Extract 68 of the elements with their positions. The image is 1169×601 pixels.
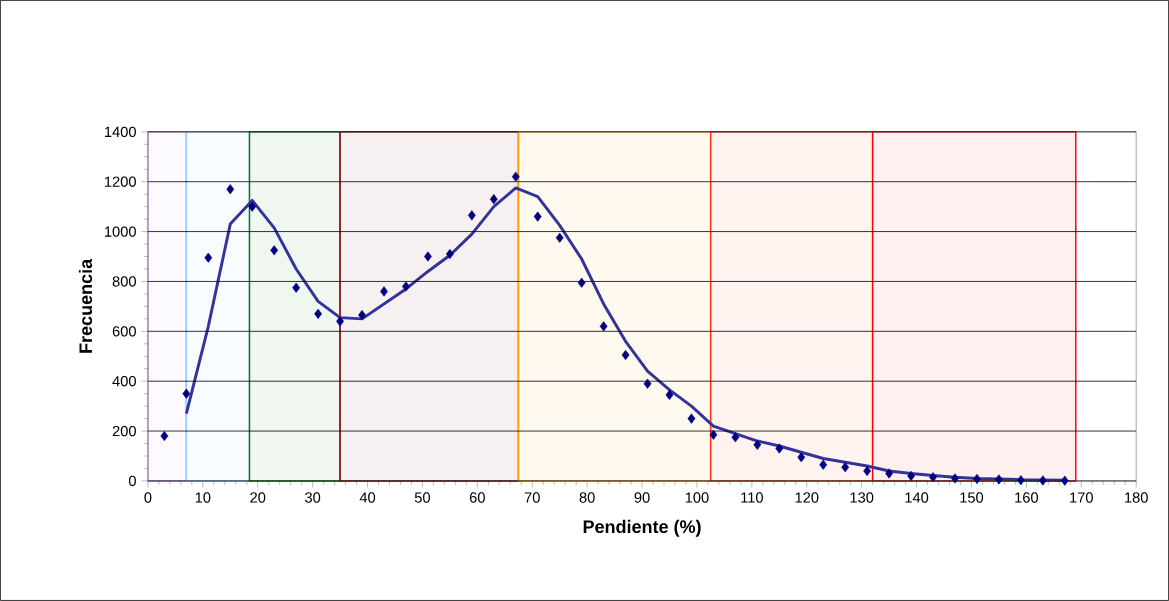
x-tick-label: 40	[359, 492, 376, 503]
point	[336, 316, 344, 327]
y-tick-label: 1400	[105, 126, 136, 138]
y-tick-label: 0	[128, 475, 136, 487]
x-tick-label: 70	[524, 492, 540, 503]
x-tick-label: 10	[195, 492, 211, 503]
point	[863, 465, 872, 477]
x-tick-label: 90	[634, 492, 650, 503]
point	[665, 389, 674, 401]
x-tick-label: 140	[905, 492, 929, 503]
point	[204, 252, 213, 263]
point	[643, 378, 652, 389]
point	[709, 429, 718, 440]
point	[995, 474, 1003, 485]
point	[511, 171, 520, 182]
y-tick-label: 1200	[105, 176, 136, 187]
point	[841, 462, 850, 473]
point	[402, 281, 410, 292]
point	[687, 413, 696, 424]
point	[446, 249, 454, 260]
point	[380, 286, 388, 297]
point	[1017, 475, 1025, 486]
point	[533, 211, 542, 222]
point	[489, 194, 498, 205]
x-tick-label: 80	[579, 492, 595, 503]
x-tick-label: 0	[144, 492, 152, 503]
point	[819, 459, 828, 470]
y-tick-label: 200	[112, 425, 136, 437]
x-tick-label: 100	[685, 492, 709, 503]
x-tick-label: 60	[469, 492, 485, 503]
point	[226, 184, 235, 195]
point	[577, 277, 586, 288]
x-tick-label: 50	[414, 492, 430, 503]
point	[270, 245, 279, 256]
y-axis-title: Frecuencia	[78, 258, 93, 353]
point	[731, 432, 740, 443]
point	[775, 443, 784, 454]
point	[160, 431, 169, 442]
y-tick-label: 600	[112, 326, 136, 337]
point	[182, 388, 191, 399]
point	[797, 452, 806, 463]
point	[424, 251, 432, 262]
point	[753, 439, 762, 450]
y-tick-label: 1000	[105, 226, 136, 237]
point	[599, 321, 608, 332]
x-axis-title: Pendiente (%)	[583, 519, 701, 537]
x-tick-label: 170	[1070, 492, 1093, 503]
x-tick-label: 150	[960, 492, 984, 503]
point	[885, 468, 893, 479]
point	[292, 282, 301, 293]
x-tick-label: 130	[850, 492, 874, 503]
point	[358, 310, 366, 321]
x-tick-label: 30	[305, 492, 321, 503]
point	[1060, 475, 1069, 486]
point	[621, 350, 630, 361]
x-tick-label: 20	[250, 492, 266, 503]
point	[929, 472, 937, 483]
y-tick-label: 800	[112, 276, 136, 287]
x-tick-label: 120	[795, 492, 819, 503]
point	[248, 201, 257, 212]
point	[555, 232, 564, 243]
x-tick-label: 110	[741, 492, 763, 503]
x-tick-label: 160	[1015, 492, 1039, 503]
point	[1038, 475, 1047, 486]
x-tick-label: 180	[1125, 492, 1148, 503]
point	[467, 210, 476, 221]
point	[951, 473, 959, 484]
y-tick-label: 400	[112, 376, 136, 387]
